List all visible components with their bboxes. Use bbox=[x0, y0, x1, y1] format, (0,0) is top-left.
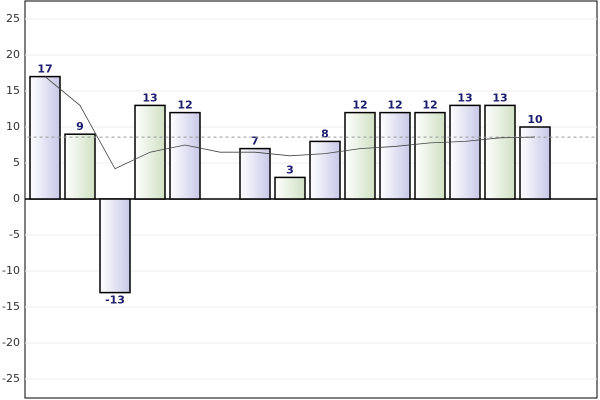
bar bbox=[449, 104, 481, 200]
value-label: 12 bbox=[177, 99, 192, 112]
bar bbox=[379, 111, 411, 200]
value-label: 12 bbox=[352, 99, 367, 112]
y-tick-label: -25 bbox=[2, 372, 20, 385]
bar bbox=[99, 198, 131, 294]
value-label: 9 bbox=[76, 120, 84, 133]
value-label: -13 bbox=[105, 294, 125, 307]
value-label: 13 bbox=[142, 91, 157, 104]
y-tick-label: -20 bbox=[2, 336, 20, 349]
y-tick-label: -10 bbox=[2, 264, 20, 277]
bar bbox=[169, 111, 201, 200]
value-label: 17 bbox=[37, 63, 52, 76]
bar bbox=[519, 126, 551, 200]
value-label: 13 bbox=[457, 91, 472, 104]
value-label: 12 bbox=[387, 99, 402, 112]
y-tick-label: 0 bbox=[13, 192, 20, 205]
bar bbox=[239, 147, 271, 200]
y-tick-label: -15 bbox=[2, 300, 20, 313]
value-label: 8 bbox=[321, 127, 329, 140]
y-tick-label: 5 bbox=[13, 156, 20, 169]
bar bbox=[274, 176, 306, 200]
value-label: 10 bbox=[527, 113, 543, 126]
y-tick-label: 25 bbox=[6, 12, 20, 25]
value-label: 7 bbox=[251, 135, 259, 148]
bar bbox=[344, 111, 376, 200]
value-label: 3 bbox=[286, 163, 294, 176]
y-tick-label: 10 bbox=[6, 120, 20, 133]
trend-line bbox=[44, 76, 536, 170]
bar bbox=[64, 133, 96, 200]
y-tick-label: 15 bbox=[6, 84, 20, 97]
bar bbox=[29, 75, 61, 200]
bar bbox=[414, 111, 446, 200]
bar bbox=[309, 140, 341, 200]
bar bbox=[484, 104, 516, 200]
value-label: 12 bbox=[422, 99, 437, 112]
y-tick-label: 20 bbox=[6, 48, 20, 61]
value-label: 13 bbox=[492, 91, 507, 104]
y-tick-label: -5 bbox=[9, 228, 20, 241]
